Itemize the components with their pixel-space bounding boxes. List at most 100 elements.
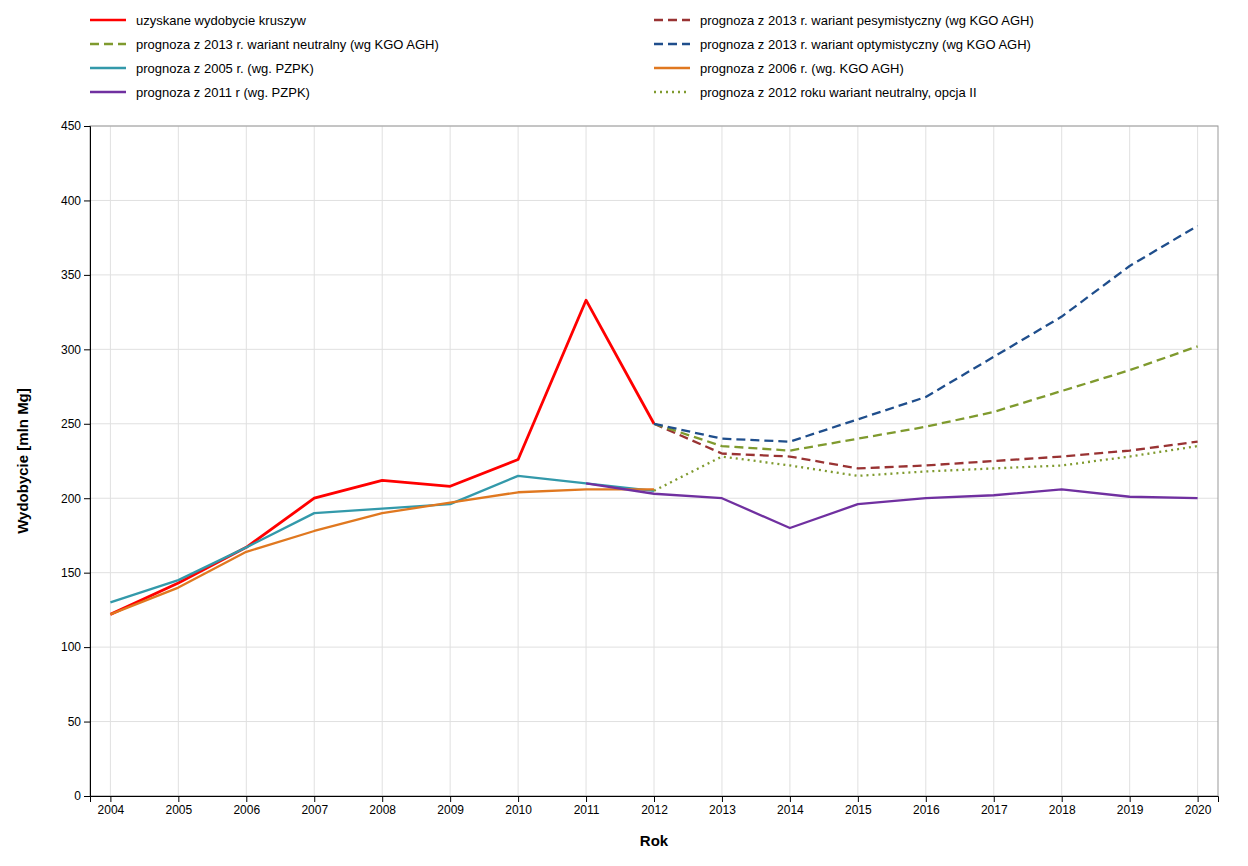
legend-label: uzyskane wydobycie kruszyw bbox=[136, 13, 306, 28]
series-line bbox=[110, 300, 654, 614]
grid-line bbox=[314, 126, 315, 796]
series-line bbox=[654, 226, 1198, 442]
tick: 2015 bbox=[845, 796, 872, 817]
legend-item: prognoza z 2011 r (wg. PZPK) bbox=[90, 85, 310, 100]
tick-mark bbox=[1198, 796, 1199, 802]
legend-label: prognoza z 2013 r. wariant optymistyczny… bbox=[700, 37, 1031, 52]
tick-label: 300 bbox=[61, 343, 81, 357]
legend-label: prognoza z 2006 r. (wg. KGO AGH) bbox=[700, 61, 904, 76]
grid-line bbox=[382, 126, 383, 796]
series-line bbox=[654, 346, 1198, 450]
tick-label: 2005 bbox=[165, 803, 192, 817]
tick: 350 bbox=[61, 268, 90, 282]
tick-label: 0 bbox=[74, 789, 81, 803]
tick-mark bbox=[84, 349, 90, 350]
legend-swatch bbox=[90, 91, 126, 94]
tick-label: 2019 bbox=[1117, 803, 1144, 817]
tick: 200 bbox=[61, 492, 90, 506]
tick-mark bbox=[994, 796, 995, 802]
tick-mark bbox=[84, 796, 90, 797]
tick: 450 bbox=[61, 119, 90, 133]
y-axis-title: Wydobycie [mln Mg] bbox=[14, 388, 31, 534]
tick: 2020 bbox=[1185, 796, 1212, 817]
grid-line bbox=[586, 126, 587, 796]
tick-mark bbox=[586, 796, 587, 802]
tick: 2006 bbox=[233, 796, 260, 817]
legend-item: prognoza z 2013 r. wariant optymistyczny… bbox=[654, 37, 1031, 52]
tick: 2017 bbox=[981, 796, 1008, 817]
chart: 2004200520062007200820092010201120122013… bbox=[0, 0, 1248, 866]
tick: 300 bbox=[61, 343, 90, 357]
tick-label: 2017 bbox=[981, 803, 1008, 817]
legend: uzyskane wydobycie kruszyw prognoza z 201… bbox=[90, 13, 1034, 100]
tick: 2014 bbox=[777, 796, 804, 817]
tick-mark bbox=[84, 647, 90, 648]
legend-item: uzyskane wydobycie kruszyw bbox=[90, 13, 306, 28]
grid-line bbox=[450, 126, 451, 796]
grid-line bbox=[925, 126, 926, 796]
grid bbox=[90, 126, 1218, 796]
series-line bbox=[654, 446, 1198, 491]
tick: 0 bbox=[74, 789, 90, 803]
tick-label: 250 bbox=[61, 417, 81, 431]
tick: 2005 bbox=[165, 796, 192, 817]
tick-label: 2009 bbox=[437, 803, 464, 817]
series-line bbox=[110, 489, 654, 614]
tick: 100 bbox=[61, 640, 90, 654]
grid-line bbox=[178, 126, 179, 796]
legend-item: prognoza z 2006 r. (wg. KGO AGH) bbox=[654, 61, 904, 76]
legend-swatch bbox=[90, 43, 126, 46]
tick-mark bbox=[84, 573, 90, 574]
tick-mark bbox=[926, 796, 927, 802]
grid-line bbox=[246, 126, 247, 796]
tick-mark bbox=[1062, 796, 1063, 802]
grid-line bbox=[1129, 126, 1130, 796]
tick: 2012 bbox=[641, 796, 668, 817]
tick-label: 50 bbox=[68, 715, 82, 729]
tick: 2019 bbox=[1117, 796, 1144, 817]
tick-mark bbox=[84, 498, 90, 499]
legend-item: prognoza z 2005 r. (wg. PZPK) bbox=[90, 61, 314, 76]
tick-label: 2004 bbox=[98, 803, 125, 817]
tick-mark bbox=[790, 796, 791, 802]
legend-label: prognoza z 2013 r. wariant pesymistyczny… bbox=[700, 13, 1034, 28]
tick: 2011 bbox=[574, 796, 600, 817]
legend-swatch bbox=[90, 67, 126, 70]
legend-item: prognoza z 2012 roku wariant neutralny, … bbox=[654, 85, 977, 100]
legend-swatch bbox=[654, 67, 690, 70]
tick-label: 2018 bbox=[1049, 803, 1076, 817]
tick-label: 2007 bbox=[301, 803, 328, 817]
y-axis: 050100150200250300350400450 bbox=[61, 119, 91, 803]
legend-label: prognoza z 2013 r. wariant neutralny (wg… bbox=[136, 37, 439, 52]
plot: 2004200520062007200820092010201120122013… bbox=[61, 119, 1219, 816]
legend-swatch bbox=[654, 91, 690, 94]
grid-line bbox=[90, 647, 1218, 648]
tick-label: 2014 bbox=[777, 803, 804, 817]
grid-line bbox=[90, 721, 1218, 722]
tick: 50 bbox=[68, 715, 90, 729]
tick: 250 bbox=[61, 417, 90, 431]
tick: 2008 bbox=[369, 796, 396, 817]
tick: 2007 bbox=[301, 796, 328, 817]
grid-line bbox=[993, 126, 994, 796]
tick-mark bbox=[84, 200, 90, 201]
legend-swatch bbox=[654, 43, 690, 46]
tick-label: 2012 bbox=[641, 803, 668, 817]
legend-label: prognoza z 2005 r. (wg. PZPK) bbox=[136, 61, 314, 76]
legend-swatch bbox=[90, 19, 126, 22]
grid-line bbox=[789, 126, 790, 796]
lines bbox=[110, 226, 1197, 615]
grid-line bbox=[90, 498, 1218, 499]
tick-label: 2016 bbox=[913, 803, 940, 817]
tick-mark bbox=[110, 796, 111, 802]
tick: 400 bbox=[61, 194, 90, 208]
x-axis-title: Rok bbox=[640, 832, 669, 849]
legend-swatch bbox=[654, 19, 690, 22]
tick-label: 2020 bbox=[1185, 803, 1212, 817]
legend-item: prognoza z 2013 r. wariant neutralny (wg… bbox=[90, 37, 439, 52]
series-line bbox=[110, 476, 654, 603]
tick-mark bbox=[1130, 796, 1131, 802]
tick: 2009 bbox=[437, 796, 464, 817]
tick-label: 2008 bbox=[369, 803, 396, 817]
tick-mark bbox=[314, 796, 315, 802]
